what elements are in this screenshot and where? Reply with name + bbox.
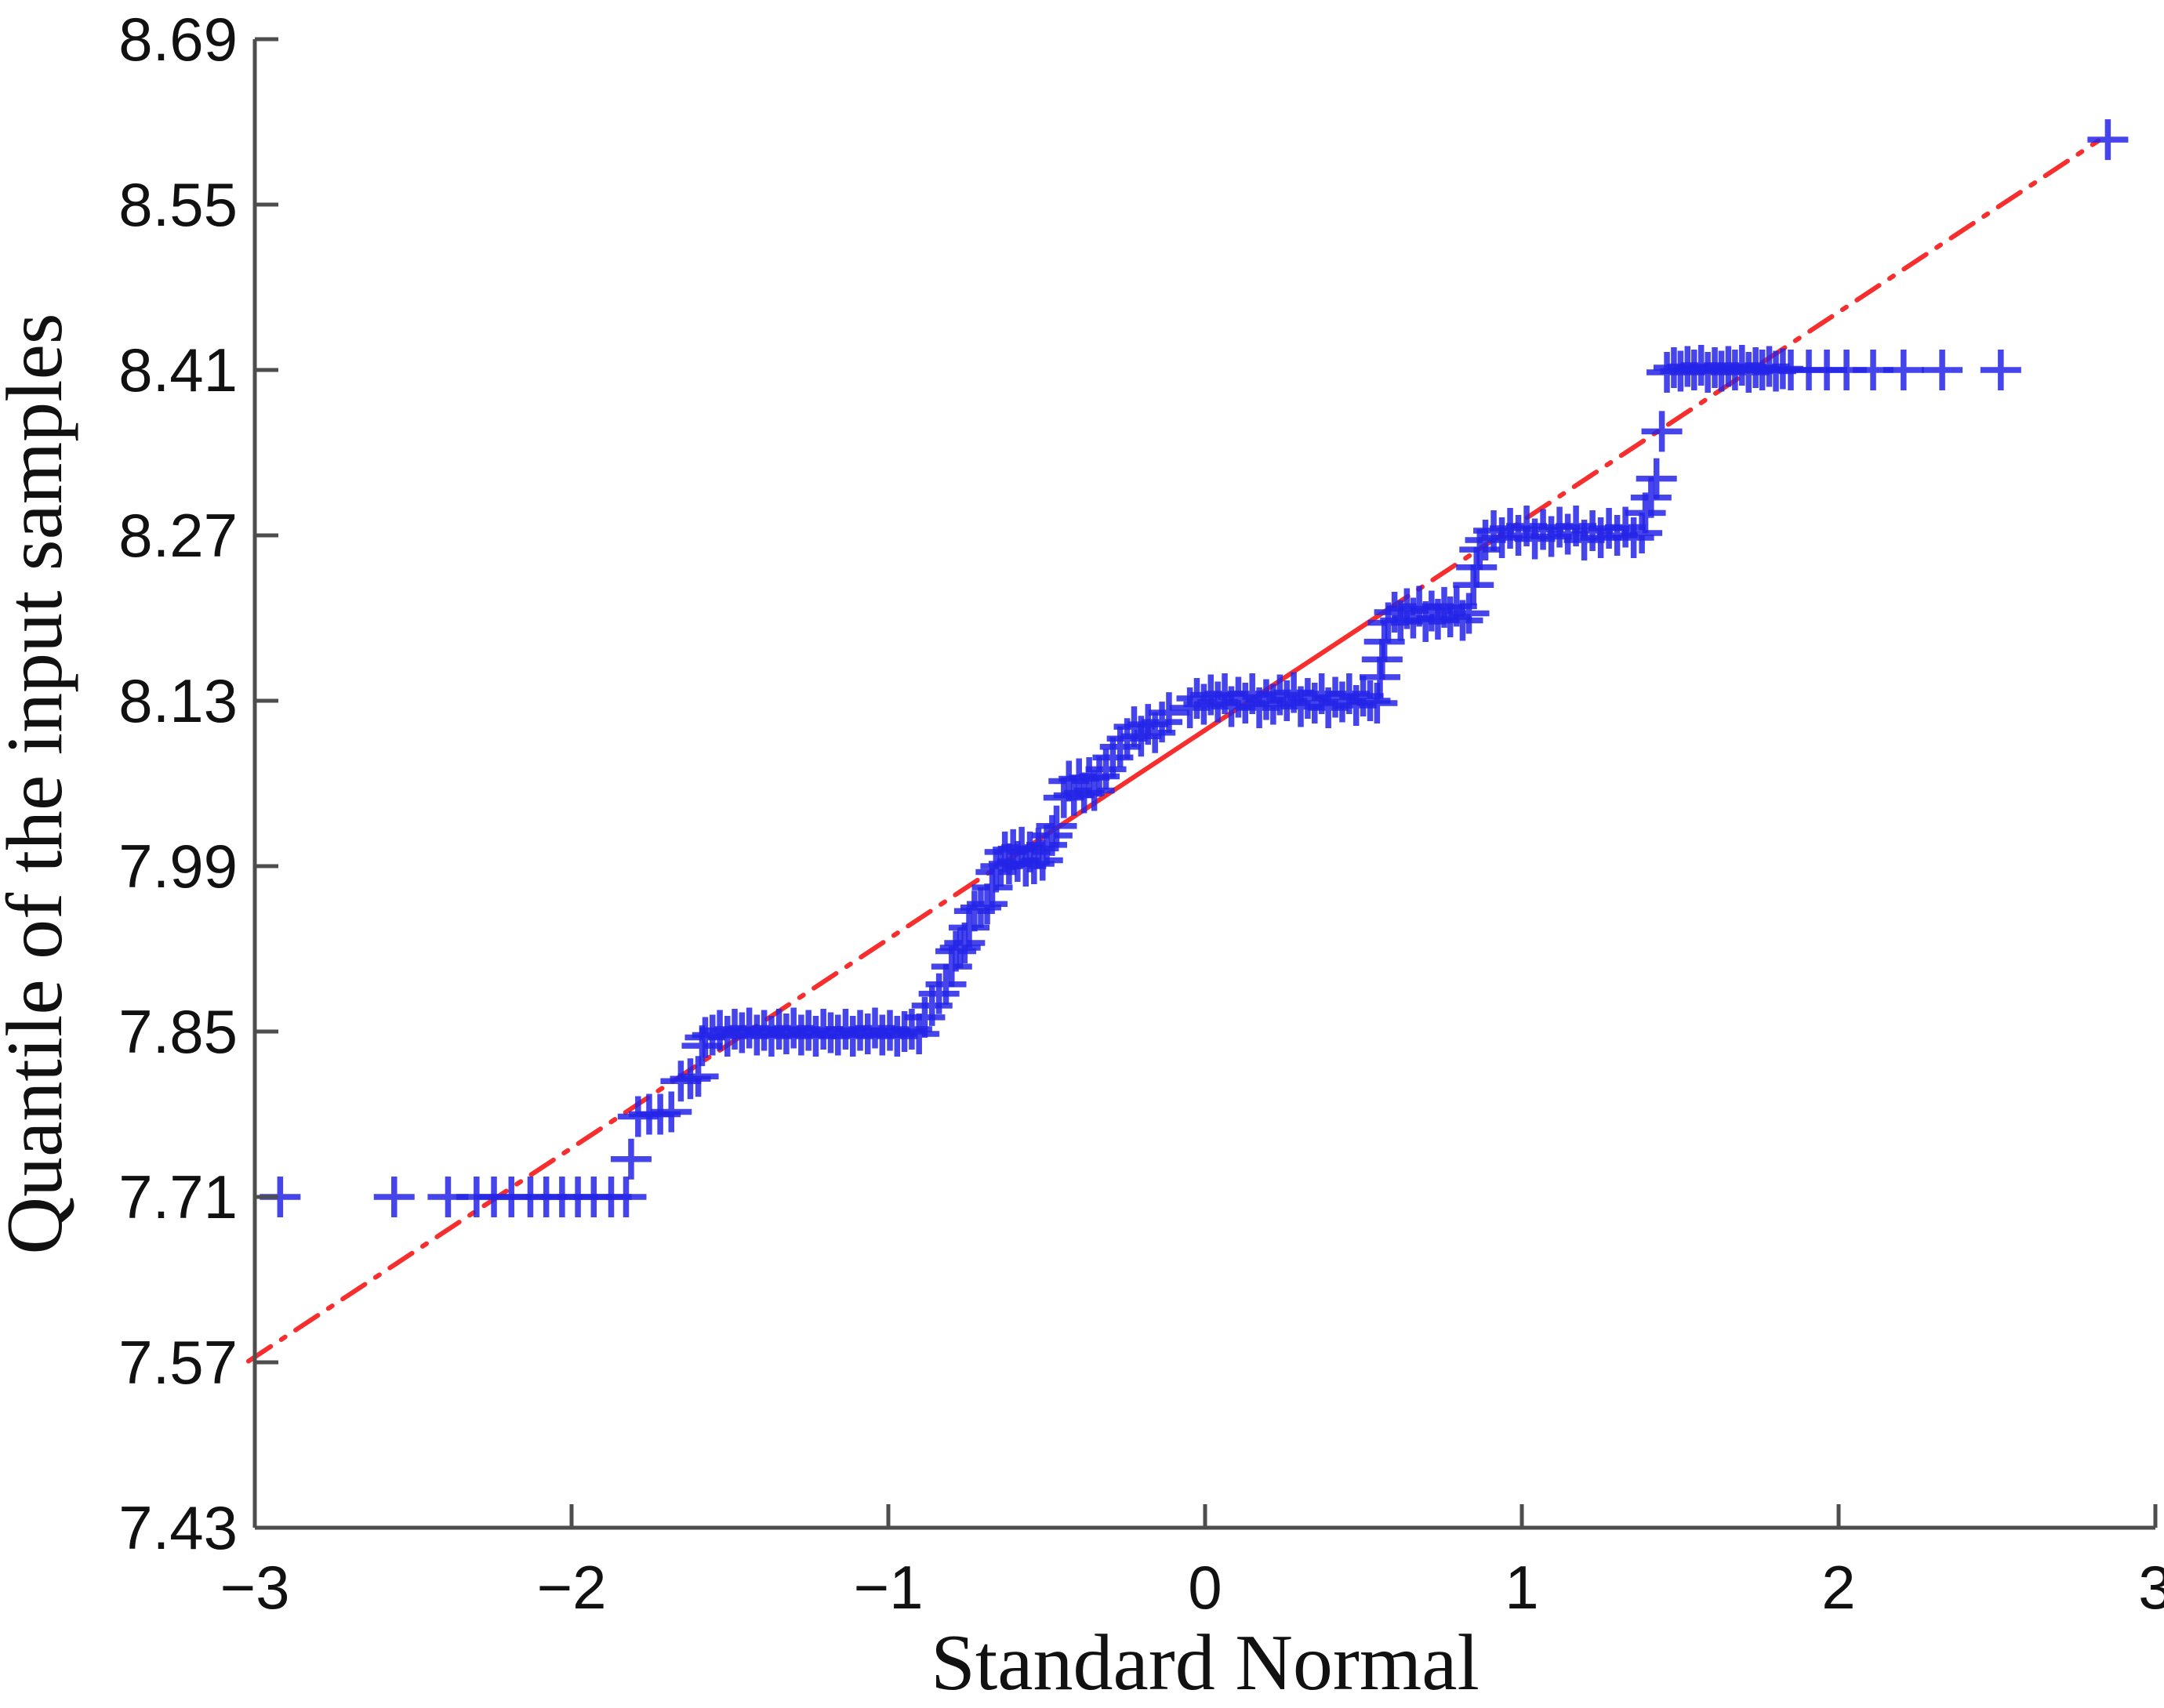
data-point-marker [1026,824,1067,865]
data-point-marker [925,963,967,1005]
data-point-marker [2087,119,2129,161]
x-axis-title: Standard Normal [931,1619,1480,1707]
data-point-marker [1613,517,1654,559]
reference-line-lower-dashdot [245,857,1011,1364]
y-tick-label: 8.27 [118,501,238,570]
data-point-marker [918,973,960,1014]
x-tick-label: −1 [854,1553,924,1622]
y-tick-label: 8.41 [118,335,238,404]
x-axis: −3 −2 −1 0 1 2 3 [220,1504,2164,1622]
data-point-marker [1148,692,1189,734]
data-point-marker [967,883,1008,925]
data-point-marker [1980,350,2021,390]
y-tick-label: 7.71 [118,1162,238,1231]
x-tick-label: 2 [1821,1553,1855,1622]
data-point-marker [1641,411,1683,452]
data-point-marker [899,1014,940,1055]
y-axis: 7.43 7.57 7.71 7.85 7.99 8.13 8.27 8.41 8.55 8.69 [118,5,278,1562]
data-point-marker [1036,805,1077,847]
x-tick-label: −2 [537,1553,607,1622]
data-point-marker [939,927,981,968]
scatter-points [260,119,2129,1217]
data-point-marker [1883,350,1924,390]
data-point-marker [1922,350,1963,390]
data-point-marker [610,1138,652,1180]
y-tick-label: 8.55 [118,170,238,239]
data-point-marker [651,1091,692,1133]
data-point-marker [1636,458,1677,499]
data-point-marker [1442,600,1483,641]
data-point-marker [373,1177,415,1217]
x-tick-label: 3 [2138,1553,2164,1622]
data-point-marker [1363,621,1405,662]
data-point-marker [1453,564,1494,606]
reference-line [245,138,2101,1364]
y-axis-title: Quantile of the input samples [0,313,79,1254]
data-point-marker [677,1056,719,1097]
data-point-marker [1456,546,1498,588]
y-tick-label: 7.99 [118,832,238,901]
data-point-marker [1621,512,1663,553]
y-tick-label: 7.85 [118,997,238,1066]
data-point-marker [1142,702,1183,743]
data-point-marker [605,1177,647,1217]
x-tick-label: 1 [1505,1553,1538,1622]
data-point-marker [1448,593,1490,634]
data-point-marker [935,930,977,972]
y-tick-label: 8.13 [118,666,238,735]
x-tick-label: 0 [1188,1553,1222,1622]
data-point-marker [1630,477,1672,518]
x-tick-label: −3 [220,1553,290,1622]
data-point-marker [1031,814,1073,856]
reference-line-solid-segment [1006,608,1389,862]
y-tick-label: 7.57 [118,1328,238,1397]
y-tick-label: 8.69 [118,5,238,74]
y-tick-label: 7.43 [118,1493,238,1562]
